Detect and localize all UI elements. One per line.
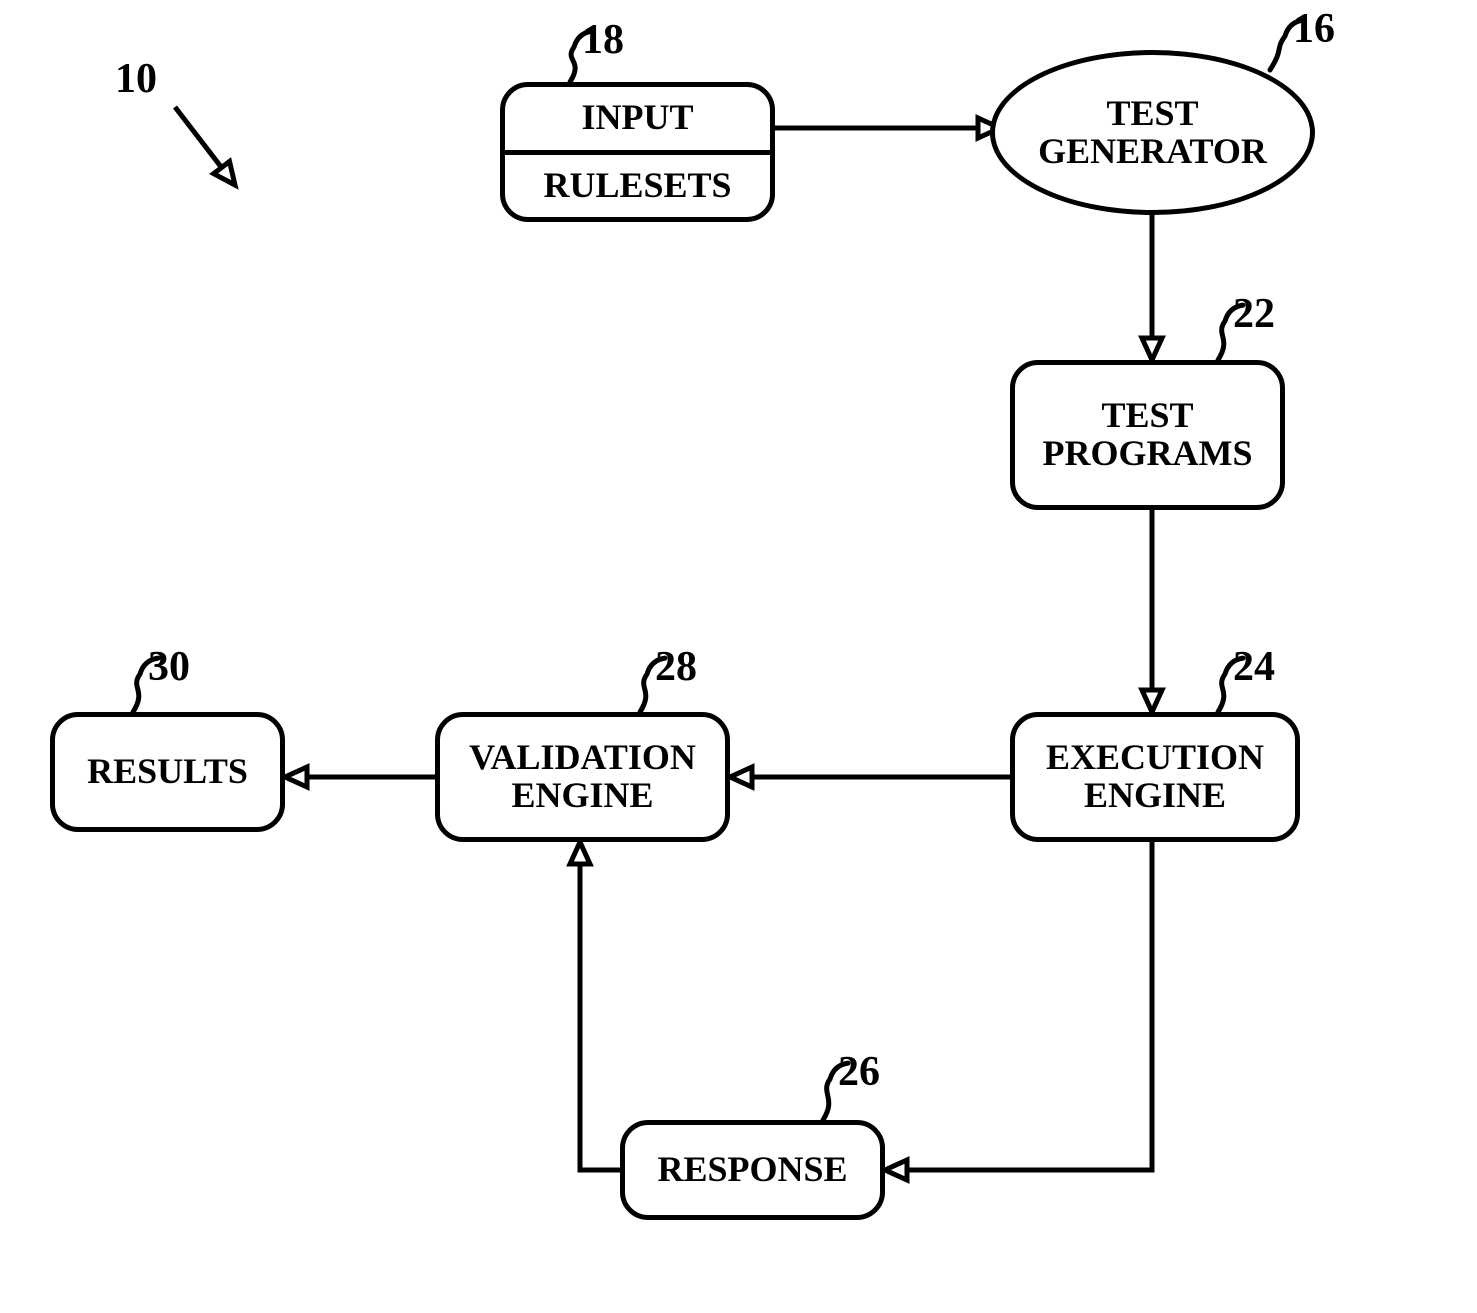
node-validation-engine: VALIDATION ENGINE <box>435 712 730 842</box>
node-test-generator-line2: GENERATOR <box>1038 133 1267 171</box>
ref-label-22: 22 <box>1233 290 1275 338</box>
node-response-line1: RESPONSE <box>657 1151 847 1189</box>
ref-label-18: 18 <box>582 16 624 64</box>
node-input-label: INPUT <box>505 87 770 155</box>
node-results: RESULTS <box>50 712 285 832</box>
node-input-rulesets: INPUT RULESETS <box>500 82 775 222</box>
node-test-generator: TEST GENERATOR <box>990 50 1315 215</box>
figure-ref-label: 10 <box>115 55 157 103</box>
node-execution-engine-line2: ENGINE <box>1084 777 1226 815</box>
ref-label-16: 16 <box>1293 5 1335 53</box>
node-test-programs-line2: PROGRAMS <box>1043 435 1253 473</box>
node-test-programs-line1: TEST <box>1101 397 1193 435</box>
node-test-programs: TEST PROGRAMS <box>1010 360 1285 510</box>
node-execution-engine-line1: EXECUTION <box>1046 739 1264 777</box>
node-validation-engine-line2: ENGINE <box>511 777 653 815</box>
node-response: RESPONSE <box>620 1120 885 1220</box>
node-validation-engine-line1: VALIDATION <box>469 739 696 777</box>
ref-label-28: 28 <box>655 643 697 691</box>
node-test-generator-line1: TEST <box>1106 95 1198 133</box>
ref-label-26: 26 <box>838 1048 880 1096</box>
node-results-line1: RESULTS <box>87 753 248 791</box>
ref-label-30: 30 <box>148 643 190 691</box>
node-execution-engine: EXECUTION ENGINE <box>1010 712 1300 842</box>
ref-label-24: 24 <box>1233 643 1275 691</box>
node-rulesets-label: RULESETS <box>505 155 770 218</box>
